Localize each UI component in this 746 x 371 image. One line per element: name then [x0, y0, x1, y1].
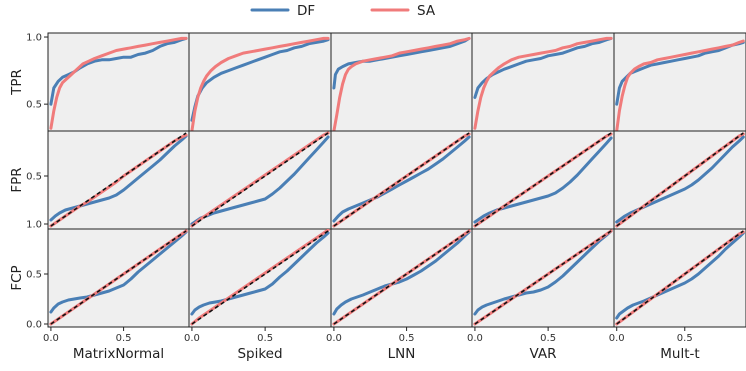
- panel-fpr-matrixnormal-plot-area: [49, 132, 188, 228]
- series-line-df: [332, 135, 471, 223]
- panel-fpr-spiked: [188, 130, 332, 230]
- panel-tpr-spiked: [188, 32, 332, 132]
- reference-diagonal: [50, 230, 187, 325]
- legend-label-sa: SA: [417, 3, 436, 19]
- ytick-label: 0.5: [26, 270, 42, 281]
- reference-diagonal: [616, 230, 744, 325]
- panel-fcp-spiked: [188, 228, 332, 328]
- panel-fpr-mult-t-plot-area: [615, 132, 745, 228]
- series-line-df: [49, 36, 188, 106]
- panel-fpr-var: [471, 130, 615, 230]
- panel-fcp-matrixnormal-plot-area: [49, 229, 188, 326]
- series-line-df: [332, 36, 471, 90]
- xtick-label: 0.5: [257, 333, 273, 344]
- ylabel-fpr: FPR: [9, 167, 25, 192]
- panel-fpr-spiked-plot-area: [190, 131, 330, 228]
- panel-tpr-mult-t: [613, 32, 746, 132]
- panel-fpr-lnn: [330, 130, 473, 230]
- panel-fcp-spiked-plot-area: [190, 229, 330, 326]
- xtick-label: 0.5: [540, 333, 556, 344]
- panel-tpr-lnn: [330, 32, 473, 132]
- panel-tpr-var-background: [471, 32, 615, 132]
- xtick-label: 0.5: [399, 333, 415, 344]
- panel-tpr-mult-t-plot-area: [615, 39, 745, 131]
- column-label-spiked: Spiked: [237, 346, 282, 362]
- series-line-df: [49, 134, 188, 222]
- xtick-label: 0.0: [326, 333, 342, 344]
- column-label-var: VAR: [530, 346, 557, 362]
- panel-tpr-var-plot-area: [473, 36, 613, 130]
- reference-diagonal: [616, 132, 744, 227]
- xtick-label: 0.5: [116, 333, 132, 344]
- xtick-label: 0.0: [467, 333, 483, 344]
- legend-label-df: DF: [297, 3, 315, 19]
- series-line-sa: [473, 36, 613, 130]
- xtick-label: 0.5: [677, 333, 693, 344]
- xtick-label: 0.0: [609, 333, 625, 344]
- series-line-sa: [190, 131, 330, 228]
- ytick-label: 0.5: [26, 172, 42, 183]
- panel-tpr-matrixnormal: [47, 32, 190, 132]
- xtick-label: 0.0: [184, 333, 200, 344]
- series-line-df: [615, 135, 745, 224]
- panel-fpr-var-plot-area: [473, 132, 613, 228]
- ytick-label: 1.0: [26, 220, 42, 231]
- xtick-label: 0.0: [43, 333, 59, 344]
- ytick-label: 0.0: [26, 320, 42, 331]
- ylabel-tpr: TPR: [9, 69, 25, 96]
- series-line-sa: [190, 229, 330, 326]
- panel-fcp-var-plot-area: [473, 229, 613, 326]
- series-line-sa: [190, 36, 330, 131]
- legend: DF SA: [250, 3, 436, 19]
- series-line-df: [473, 229, 613, 316]
- series-line-sa: [49, 36, 188, 130]
- reference-diagonal: [50, 132, 187, 227]
- series-line-df: [473, 136, 613, 224]
- series-line-df: [190, 38, 330, 122]
- series-line-sa: [49, 229, 188, 326]
- ytick-label: 0.5: [26, 100, 42, 111]
- series-line-df: [615, 231, 745, 320]
- panel-fpr-lnn-plot-area: [332, 132, 471, 228]
- panel-tpr-lnn-background: [330, 32, 473, 132]
- panel-tpr-lnn-plot-area: [332, 36, 471, 131]
- panel-fcp-mult-t: [613, 228, 746, 328]
- panel-fpr-mult-t: [613, 130, 746, 230]
- series-line-sa: [332, 36, 471, 131]
- panel-fcp-var: [471, 228, 615, 328]
- panel-fcp-lnn-plot-area: [332, 229, 471, 326]
- series-line-df: [49, 230, 188, 314]
- series-line-sa: [332, 229, 471, 326]
- ytick-label: 1.0: [26, 33, 42, 44]
- panel-fcp-mult-t-plot-area: [615, 230, 745, 326]
- reference-diagonal: [333, 132, 470, 227]
- column-label-lnn: LNN: [388, 346, 416, 362]
- panel-tpr-matrixnormal-plot-area: [49, 36, 188, 130]
- series-line-sa: [615, 39, 745, 131]
- panel-tpr-matrixnormal-background: [47, 32, 190, 132]
- series-line-sa: [49, 133, 188, 228]
- ylabel-fcp: FCP: [9, 265, 25, 290]
- panel-fcp-lnn: [330, 228, 473, 328]
- series-line-sa: [332, 132, 471, 228]
- column-label-matrixnormal: MatrixNormal: [73, 346, 164, 362]
- panel-tpr-var: [471, 32, 615, 132]
- panel-fpr-matrixnormal: [47, 130, 190, 230]
- series-line-df: [190, 231, 330, 316]
- panel-fcp-matrixnormal: [47, 228, 190, 328]
- column-label-mult-t: Mult-t: [660, 346, 699, 362]
- panel-tpr-spiked-background: [188, 32, 332, 132]
- panel-tpr-spiked-plot-area: [190, 36, 330, 131]
- reference-diagonal: [333, 230, 470, 325]
